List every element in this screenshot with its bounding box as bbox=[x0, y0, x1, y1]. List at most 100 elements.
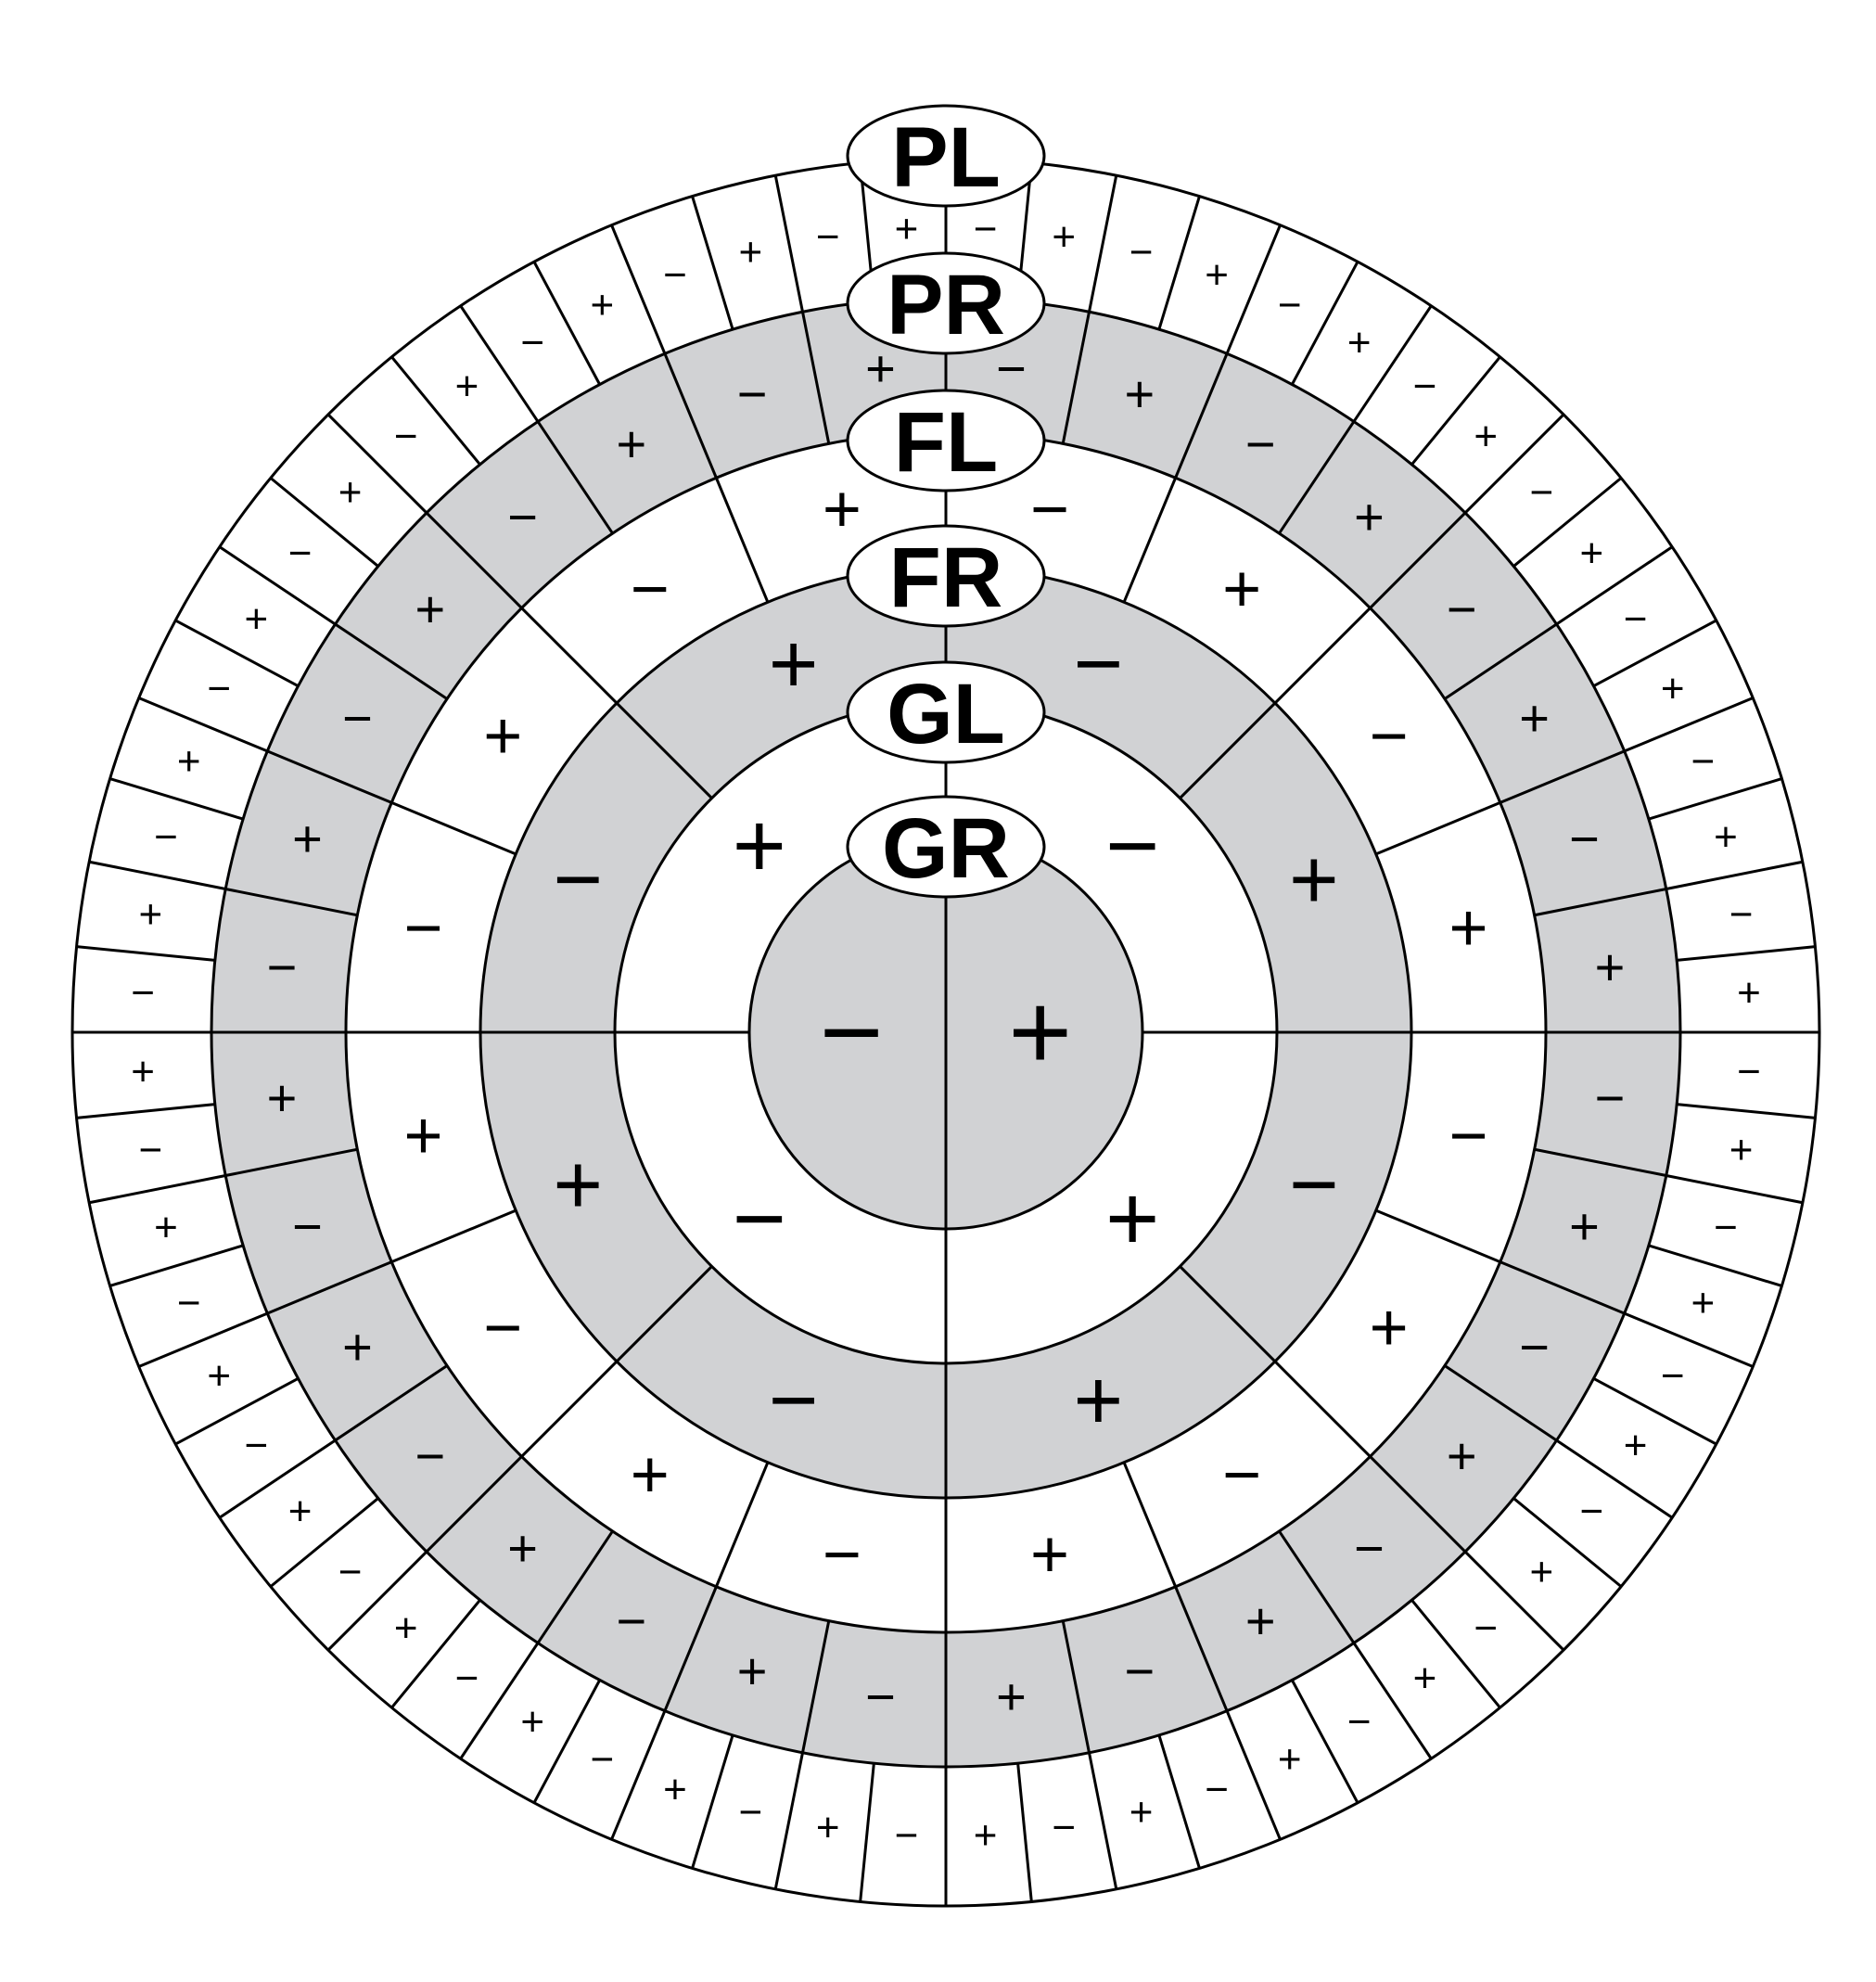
ring-label-text: FR bbox=[889, 531, 1003, 625]
divider-pl bbox=[1225, 224, 1282, 354]
divider-pl bbox=[1016, 1763, 1033, 1902]
sign-pl: + bbox=[1347, 320, 1372, 365]
divider-pl bbox=[1592, 619, 1717, 687]
sign-pr: + bbox=[415, 580, 445, 638]
sign-pl: + bbox=[139, 891, 163, 937]
sign-fl: − bbox=[823, 1517, 861, 1592]
sign-pl: − bbox=[1729, 891, 1754, 937]
divider-pr bbox=[1534, 1147, 1667, 1177]
divider-pl bbox=[1291, 1679, 1359, 1804]
divider-pl bbox=[1555, 545, 1674, 626]
divider-pl bbox=[773, 1752, 804, 1890]
divider-pl bbox=[532, 261, 601, 386]
divider-pl bbox=[1665, 860, 1804, 890]
sign-fl: + bbox=[1030, 1517, 1069, 1592]
divider-fl bbox=[390, 1208, 517, 1263]
divider-pr bbox=[224, 1147, 358, 1177]
divider-pr bbox=[425, 1455, 523, 1554]
divider-pl bbox=[691, 196, 734, 330]
sign-fl: + bbox=[1370, 1291, 1409, 1365]
sign-pl: − bbox=[338, 1550, 363, 1595]
divider-pl bbox=[1592, 1377, 1717, 1446]
divider-pl bbox=[1352, 304, 1433, 423]
sign-pr: − bbox=[1354, 1519, 1385, 1578]
sign-pl: − bbox=[455, 1656, 479, 1701]
sign-pl: − bbox=[244, 1423, 268, 1468]
sign-pr: + bbox=[292, 810, 323, 868]
sign-gl: − bbox=[733, 1167, 786, 1271]
sign-gl: + bbox=[1105, 1167, 1159, 1271]
ring-label-fl: FL bbox=[846, 389, 1046, 492]
divider-pr bbox=[1534, 888, 1667, 917]
divider-pl bbox=[1225, 1710, 1282, 1840]
sign-pl: − bbox=[1474, 1605, 1498, 1651]
ring-label-ellipse bbox=[846, 795, 1046, 899]
sign-fr: + bbox=[1289, 833, 1339, 927]
sign-pr: − bbox=[507, 487, 538, 545]
divider-fl bbox=[1122, 1462, 1177, 1588]
divider-fr bbox=[615, 701, 713, 799]
divider-fl bbox=[520, 607, 619, 705]
ring-label-ellipse bbox=[846, 660, 1046, 764]
sign-gl: − bbox=[1105, 794, 1159, 898]
divider-pl bbox=[76, 1103, 215, 1119]
divider-pr bbox=[224, 888, 358, 917]
divider-pr bbox=[1500, 749, 1626, 804]
sign-pl: − bbox=[663, 252, 687, 298]
sign-pl: + bbox=[207, 1353, 231, 1399]
divider-pl bbox=[1352, 1642, 1433, 1760]
sign-pl: + bbox=[394, 1605, 418, 1651]
sign-fr: + bbox=[553, 1137, 603, 1232]
sign-fl: − bbox=[631, 552, 670, 626]
sign-pl: + bbox=[131, 1049, 155, 1094]
divider-pr bbox=[1174, 1586, 1229, 1712]
divider-fl bbox=[1122, 477, 1177, 603]
sign-pl: − bbox=[738, 1790, 762, 1835]
divider-pl bbox=[1410, 1599, 1501, 1709]
divider-pl bbox=[1410, 355, 1501, 466]
divider-pr bbox=[536, 1530, 614, 1644]
sign-fl: − bbox=[1030, 473, 1069, 547]
divider-pl bbox=[174, 1377, 300, 1446]
divider-pl bbox=[459, 1642, 540, 1760]
divider-fl bbox=[1273, 1360, 1372, 1458]
sign-pl: + bbox=[1052, 214, 1076, 260]
divider-pr bbox=[1444, 1364, 1558, 1442]
sign-pl: + bbox=[1714, 814, 1738, 860]
sign-fl: − bbox=[1448, 1099, 1487, 1173]
sign-pl: − bbox=[1624, 596, 1648, 642]
divider-pl bbox=[1555, 1439, 1674, 1519]
sign-pr: + bbox=[1569, 1196, 1600, 1255]
divider-fl bbox=[1375, 1208, 1501, 1263]
sign-pr: + bbox=[1519, 688, 1550, 747]
sign-pr: − bbox=[1447, 580, 1477, 638]
ring-label-fr: FR bbox=[846, 524, 1046, 628]
sign-pl: + bbox=[738, 229, 762, 275]
sign-gr: + bbox=[1008, 971, 1072, 1093]
divider-pr bbox=[1061, 1620, 1091, 1754]
sign-pl: + bbox=[1661, 666, 1685, 711]
divider-pl bbox=[1291, 261, 1359, 386]
sign-pl: + bbox=[177, 738, 201, 784]
sign-pl: + bbox=[1691, 1281, 1715, 1326]
sign-pr: − bbox=[737, 364, 768, 423]
sign-pr: − bbox=[1569, 810, 1600, 868]
sign-pl: − bbox=[1278, 283, 1302, 328]
divider-pl bbox=[859, 1763, 875, 1902]
sign-pl: − bbox=[816, 214, 840, 260]
divider-fl bbox=[520, 1360, 619, 1458]
sign-pl: − bbox=[1413, 364, 1437, 409]
sign-pr: + bbox=[507, 1519, 538, 1578]
divider-pr bbox=[1061, 311, 1091, 444]
ring-label-ellipse bbox=[846, 104, 1046, 208]
sign-pl: + bbox=[1737, 970, 1761, 1016]
sign-pl: − bbox=[1580, 1489, 1604, 1534]
sign-pl: + bbox=[1530, 1550, 1554, 1595]
sign-pl: + bbox=[288, 1489, 313, 1534]
sign-pl: + bbox=[1474, 414, 1498, 459]
sign-pr: + bbox=[1245, 1592, 1276, 1650]
sign-pl: − bbox=[1052, 1805, 1076, 1850]
sign-pl: + bbox=[816, 1805, 840, 1850]
sign-pl: − bbox=[895, 1812, 919, 1858]
sign-pl: + bbox=[1413, 1656, 1437, 1701]
